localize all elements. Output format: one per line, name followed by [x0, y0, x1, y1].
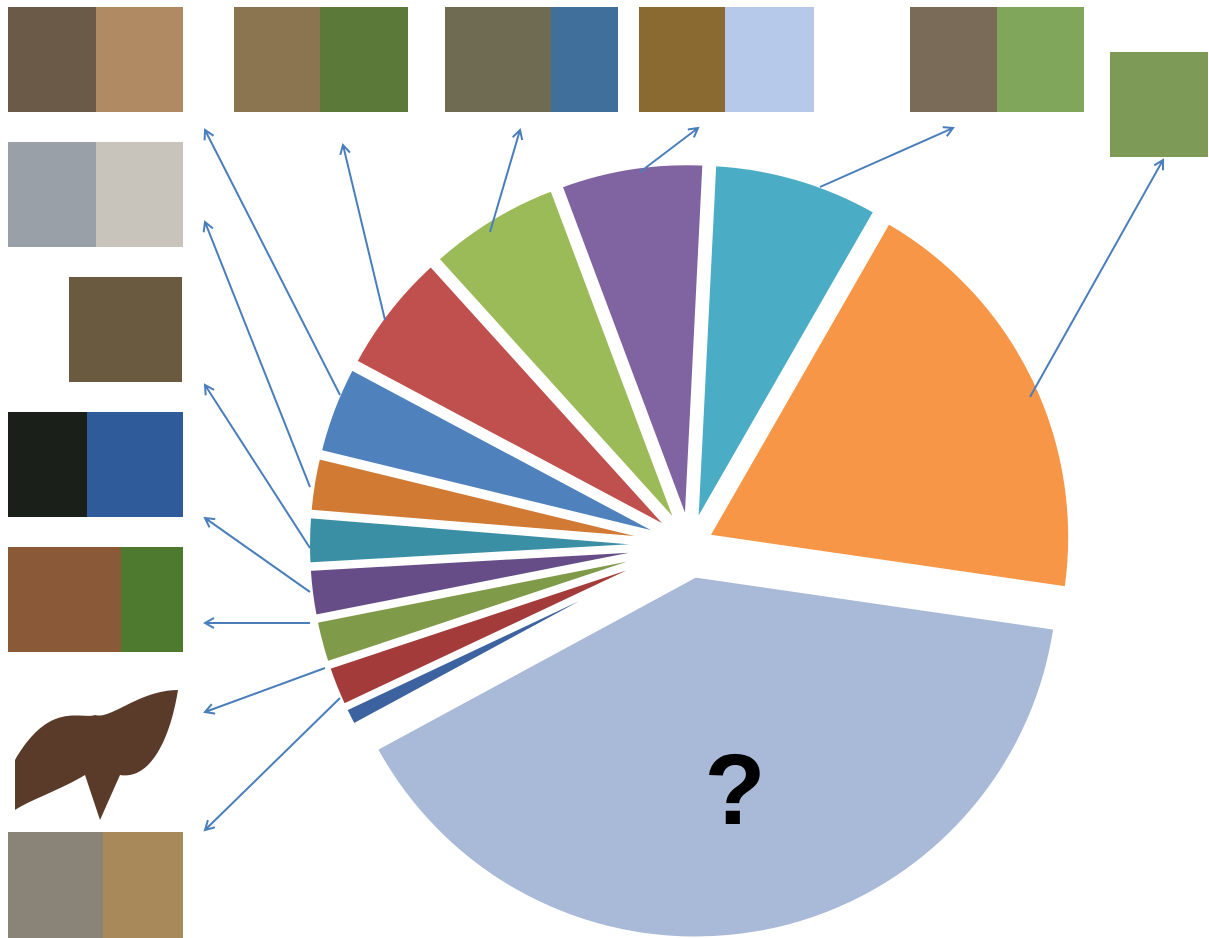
arrow	[819, 128, 953, 188]
photo	[8, 412, 87, 517]
photo	[320, 7, 408, 112]
photo	[87, 412, 183, 517]
photos	[8, 7, 1208, 938]
photo	[69, 277, 182, 382]
photo	[8, 832, 103, 938]
photo	[8, 547, 121, 652]
pie-slice	[305, 452, 673, 546]
slice-label: ?	[704, 734, 765, 846]
photo	[15, 690, 178, 820]
pie-slice	[692, 160, 881, 530]
arrow	[1029, 160, 1163, 398]
pie-slice	[701, 216, 1075, 593]
pie-slice	[370, 571, 1060, 938]
photo	[234, 7, 320, 112]
pie-slice	[431, 183, 684, 532]
arrow	[205, 697, 341, 830]
pie-slice	[555, 159, 709, 529]
arrow	[639, 128, 698, 173]
photo	[1110, 52, 1208, 157]
photo	[725, 7, 814, 112]
arrow	[205, 667, 326, 712]
photo	[96, 142, 183, 247]
arrow	[489, 130, 520, 233]
photo	[103, 832, 183, 938]
photo	[445, 7, 551, 112]
pie: ?	[304, 159, 1075, 938]
pie-slice	[349, 259, 679, 537]
arrow	[205, 222, 311, 488]
arrow	[205, 385, 311, 549]
photo	[8, 142, 96, 247]
arrow	[205, 518, 311, 593]
arrow	[205, 130, 341, 396]
pie-slice	[314, 362, 675, 542]
photo	[997, 7, 1084, 112]
arrows	[205, 128, 1163, 830]
arrow	[343, 145, 386, 321]
photo	[96, 7, 183, 112]
photo	[121, 547, 183, 652]
photo	[639, 7, 725, 112]
photo	[551, 7, 618, 112]
photo	[8, 7, 96, 112]
photo	[910, 7, 997, 112]
